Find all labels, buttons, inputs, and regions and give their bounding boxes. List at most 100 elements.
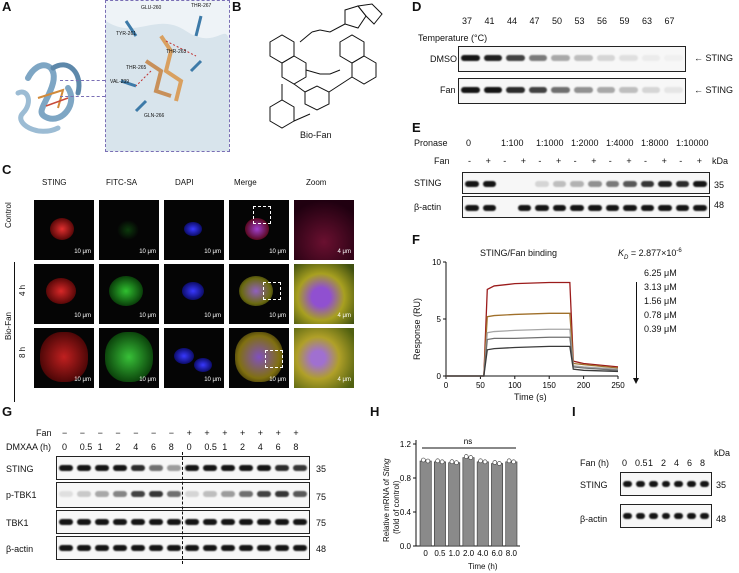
blot-band xyxy=(517,205,532,211)
blot-band xyxy=(623,513,632,519)
concentration-arrow xyxy=(636,282,637,382)
blot-band xyxy=(623,205,637,211)
column-label: Zoom xyxy=(306,178,327,187)
blot-band xyxy=(574,87,593,93)
residue-label: VAL-239 xyxy=(110,79,130,85)
data-point xyxy=(506,458,512,464)
blot-band xyxy=(588,181,602,187)
pronase-ratio: 1:1000 xyxy=(536,138,564,148)
blot-band xyxy=(275,545,289,551)
bar xyxy=(476,461,489,547)
blot-band xyxy=(635,513,645,519)
blot-band xyxy=(167,491,181,497)
kda-label: kDa xyxy=(712,156,729,166)
kd-value: = 2.877×10 xyxy=(628,248,677,258)
concentration-label: 1.56 μM xyxy=(644,296,677,306)
fan-label: Fan xyxy=(434,156,450,166)
blot-band xyxy=(588,205,602,211)
residue-label: THR-265 xyxy=(126,65,147,71)
row-label-dmso: DMSO xyxy=(430,54,457,64)
blot-band xyxy=(483,55,503,61)
mw-label: 35 xyxy=(316,464,327,474)
blot-actin xyxy=(462,196,710,218)
row-label: TBK1 xyxy=(6,518,29,528)
blot-band xyxy=(605,181,620,187)
group-bracket xyxy=(14,262,15,402)
scale-label: 10 μm xyxy=(269,313,286,319)
row-label: 8 h xyxy=(18,346,27,358)
time-value: 0.5 xyxy=(204,442,217,452)
fan-label: Fan xyxy=(36,428,52,438)
blot-band xyxy=(658,205,672,211)
image-control-fitc: 10 μm xyxy=(99,200,159,260)
x-tick-label: 0 xyxy=(423,549,428,558)
data-point xyxy=(482,459,488,465)
fan-sign: + xyxy=(696,156,703,166)
bio-fan-structure: Bio-Fan xyxy=(250,2,400,142)
time-value: 6 xyxy=(687,458,693,468)
image-control-merge: 10 μm xyxy=(229,200,289,260)
blot-band xyxy=(641,87,661,93)
kd-subscript: D xyxy=(624,254,629,261)
pronase-ratio: 0 xyxy=(466,138,472,148)
blot-band xyxy=(257,519,271,525)
blot-band xyxy=(570,181,584,187)
panel-label-b: B xyxy=(232,0,242,14)
fan-sign: + xyxy=(275,428,281,438)
mw-label: 75 xyxy=(316,492,327,502)
pronase-ratio: 1:8000 xyxy=(641,138,669,148)
pronase-ratio: 1:100 xyxy=(501,138,524,148)
blot-band xyxy=(482,205,497,211)
x-tick-label: 0 xyxy=(444,381,449,390)
x-tick-label: 50 xyxy=(476,381,485,390)
target-label: ← STING xyxy=(694,53,734,63)
fan-label: Fan (h) xyxy=(580,458,610,468)
blot-sting xyxy=(56,456,310,480)
dmxaa-label: DMXAA (h) xyxy=(6,442,52,452)
blot-band xyxy=(95,545,109,551)
time-value: 0 xyxy=(186,442,192,452)
blot-band xyxy=(113,465,127,471)
x-tick-label: 6.0 xyxy=(492,549,504,558)
blot-band xyxy=(605,205,620,211)
mw-label: 48 xyxy=(714,200,725,210)
image-8h-zoom: 4 μm xyxy=(294,328,354,388)
row-label: STING xyxy=(414,178,442,188)
blot-band xyxy=(149,519,163,525)
blot-band xyxy=(506,87,525,93)
blot-band xyxy=(167,519,181,525)
blot-band xyxy=(623,481,632,487)
data-point xyxy=(468,455,474,460)
residue-label: GLU-260 xyxy=(141,5,162,11)
blot-band xyxy=(131,519,145,525)
y-tick-label: 5 xyxy=(437,315,442,324)
concentration-label: 6.25 μM xyxy=(644,268,677,278)
x-axis-label: Time (h) xyxy=(468,562,498,571)
y-tick-label: 0.8 xyxy=(400,474,412,483)
time-value: 6 xyxy=(275,442,281,452)
x-tick-label: 1.0 xyxy=(449,549,461,558)
panel-label-a: A xyxy=(2,0,12,14)
scale-label: 10 μm xyxy=(269,377,286,383)
blot-band xyxy=(185,545,199,551)
blot-band xyxy=(535,205,549,211)
western-panel-i: Fan (h) 0 0.5 1 2 4 6 8 kDa STING β-actin 35 4… xyxy=(578,418,739,573)
row-label: STING xyxy=(6,464,34,474)
x-tick-label: 0.5 xyxy=(434,549,446,558)
blot-band xyxy=(113,491,127,497)
time-value: 0 xyxy=(622,458,628,468)
blot-sting xyxy=(620,472,712,496)
blot-band xyxy=(293,491,307,497)
fan-sign: + xyxy=(591,156,597,166)
blot-band xyxy=(131,491,145,497)
blot-band xyxy=(535,181,549,187)
mw-label: 48 xyxy=(716,514,727,524)
sensorgram-line xyxy=(446,281,619,377)
blot-band xyxy=(275,465,289,471)
blot-band xyxy=(661,513,671,519)
sensorgram-line xyxy=(446,336,619,377)
scale-label: 4 μm xyxy=(337,313,351,319)
sensorgram-line xyxy=(446,345,619,377)
blot-band xyxy=(239,465,253,471)
time-value: 2 xyxy=(240,442,246,452)
